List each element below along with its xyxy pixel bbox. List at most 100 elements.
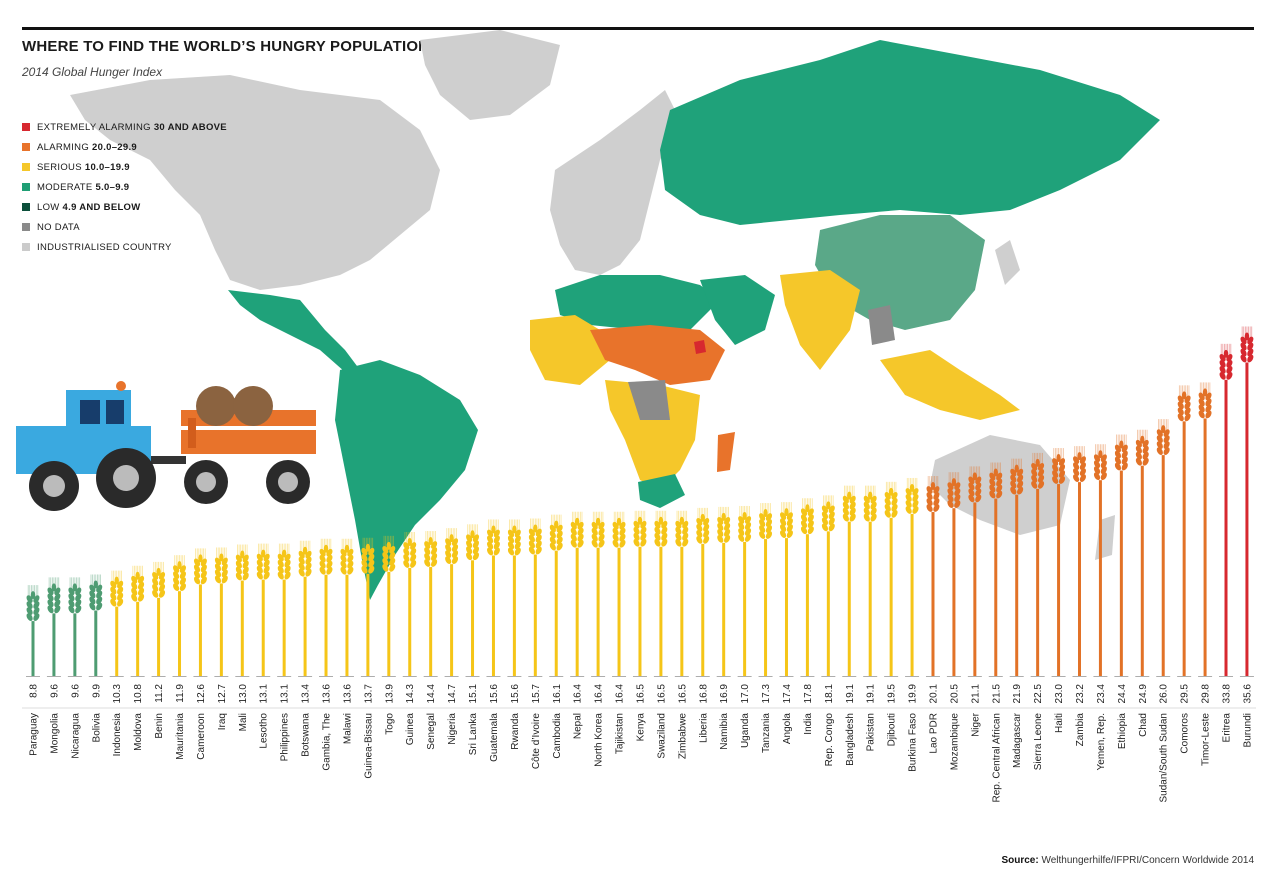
legend-item: INDUSTRIALISED COUNTRY	[22, 237, 227, 257]
bar-stem	[512, 555, 516, 676]
bar-stem	[1078, 482, 1081, 676]
bar-stem	[73, 613, 77, 676]
baseline-tick	[26, 676, 40, 677]
baseline-tick	[486, 676, 501, 677]
category-label: Senegal	[426, 713, 437, 750]
bar-kernel	[242, 572, 249, 581]
baseline-tick	[1177, 676, 1192, 677]
bar-value-label: 14.7	[447, 684, 458, 704]
bar-kernel	[661, 532, 668, 541]
bar-kernel	[430, 547, 438, 555]
bar-kernel	[110, 586, 117, 595]
bar-kernel	[193, 564, 201, 573]
bar-kernel	[1010, 486, 1017, 495]
bar-kernel	[619, 539, 626, 548]
bar	[1114, 434, 1129, 677]
bar-kernel	[954, 488, 961, 497]
bar-kernel	[1205, 398, 1212, 407]
bar	[172, 555, 187, 677]
bar	[193, 548, 208, 677]
bar-kernel	[577, 533, 584, 542]
category-label: Benin	[154, 713, 165, 739]
bar-kernel	[633, 526, 640, 535]
bar-kernel	[33, 613, 40, 621]
bar-kernel	[68, 605, 75, 614]
bar-kernel	[221, 569, 228, 578]
bar-kernel	[256, 559, 263, 568]
legend-swatch	[22, 223, 30, 231]
bar-kernel	[1163, 441, 1170, 449]
bar-kernel	[117, 598, 124, 607]
bar-value-label: 15.1	[468, 684, 479, 704]
bar-kernel	[51, 583, 57, 592]
bar-kernel	[1058, 470, 1066, 478]
bar-value-label: 24.4	[1117, 684, 1128, 704]
category-label: Cambodia	[552, 713, 563, 759]
baseline-tick	[716, 676, 731, 677]
baseline-tick	[1114, 676, 1129, 677]
bar	[821, 495, 836, 677]
bar-kernel	[619, 533, 626, 542]
bar-kernel	[1198, 404, 1205, 413]
legend-item: ALARMING 20.0–29.9	[22, 137, 227, 157]
bar-kernel	[863, 513, 870, 522]
bar-kernel	[198, 554, 203, 563]
bar-kernel	[1226, 365, 1233, 374]
bar	[1030, 452, 1045, 677]
bar-kernel	[870, 501, 877, 510]
legend-range: 20.0–29.9	[92, 141, 137, 153]
bar-kernel	[1198, 398, 1205, 407]
bar-kernel	[1079, 468, 1086, 476]
category-label: Guatemala	[489, 713, 500, 762]
bar-kernel	[261, 549, 266, 558]
legend-swatch	[22, 203, 30, 211]
map-southern-africa	[605, 380, 700, 490]
bar-kernel	[1244, 332, 1250, 341]
bar-kernel	[214, 563, 222, 572]
bar-kernel	[1140, 435, 1145, 444]
bar	[402, 532, 417, 677]
bar-kernel	[47, 599, 54, 608]
bar	[716, 506, 731, 677]
bar	[737, 505, 752, 677]
bar-kernel	[549, 530, 556, 539]
bar-kernel	[326, 560, 333, 569]
bar-kernel	[96, 596, 103, 605]
bar-stem	[994, 498, 998, 676]
bar-kernel	[842, 501, 849, 510]
bar-kernel	[89, 596, 96, 605]
bar-kernel	[403, 548, 410, 556]
category-label: Mali	[238, 713, 249, 731]
baseline-tick	[884, 676, 899, 677]
source-label: Source:	[1001, 855, 1039, 866]
bar-kernel	[591, 539, 598, 548]
bar	[1239, 326, 1254, 677]
bar	[967, 466, 982, 677]
category-label: Cameroon	[196, 713, 207, 760]
bar-kernel	[47, 605, 54, 614]
bar-kernel	[449, 534, 454, 543]
bar-kernel	[1077, 452, 1082, 461]
map-china	[815, 215, 985, 330]
bar-kernel	[888, 487, 894, 496]
bar	[884, 481, 899, 677]
bar-kernel	[368, 553, 375, 562]
bar-kernel	[152, 578, 159, 586]
category-label: Angola	[782, 713, 793, 745]
baseline-tick	[1156, 676, 1171, 677]
bar-kernel	[158, 590, 166, 598]
bar-kernel	[466, 540, 473, 549]
bar-value-label: 16.1	[552, 684, 563, 704]
bar-kernel	[1037, 481, 1045, 489]
bar-kernel	[975, 482, 982, 491]
bar-value-label: 16.4	[594, 684, 605, 704]
category-label: Bangladesh	[845, 713, 856, 766]
bar-kernel	[905, 494, 912, 502]
bar-kernel	[654, 532, 661, 541]
bar-kernel	[821, 523, 829, 532]
bar-kernel	[807, 526, 814, 535]
bar-kernel	[1240, 354, 1247, 363]
bar-stem	[952, 508, 956, 676]
category-label: Tajikistan	[615, 713, 626, 754]
bar-value-label: 9.6	[70, 684, 81, 698]
